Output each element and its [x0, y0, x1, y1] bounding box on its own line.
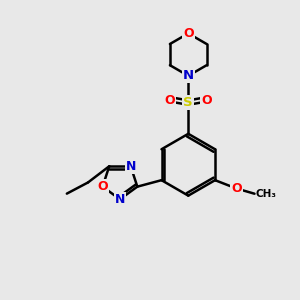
Text: O: O: [231, 182, 242, 195]
Text: CH₃: CH₃: [255, 189, 276, 199]
Text: O: O: [201, 94, 212, 107]
Text: O: O: [183, 27, 194, 40]
Text: N: N: [115, 193, 125, 206]
Text: O: O: [97, 180, 108, 193]
Text: S: S: [184, 96, 193, 110]
Text: O: O: [165, 94, 175, 107]
Text: N: N: [125, 160, 136, 173]
Text: N: N: [183, 69, 194, 82]
